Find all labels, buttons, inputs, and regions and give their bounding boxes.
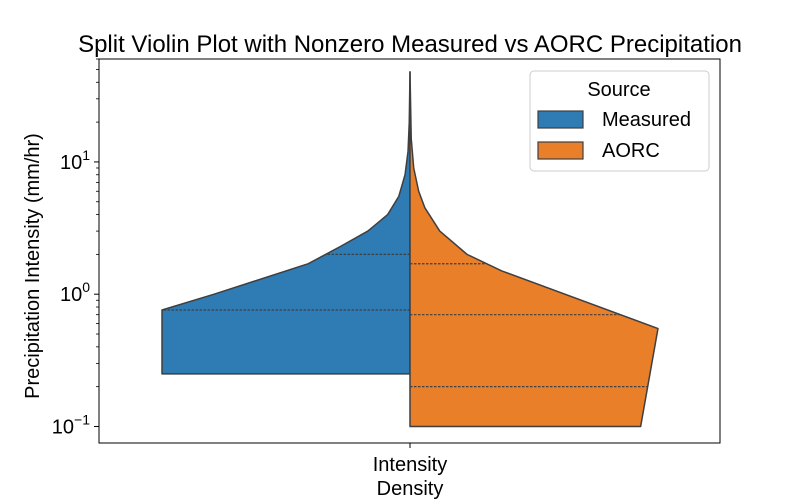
x-tick-label: Intensity (373, 454, 447, 476)
legend-title: Source (587, 79, 650, 101)
x-axis-label-text: Density (377, 478, 444, 500)
chart-title: Split Violin Plot with Nonzero Measured … (78, 31, 742, 58)
y-tick-label: 10−1 (52, 411, 90, 438)
y-tick-label: 100 (60, 279, 90, 306)
legend-swatch-measured (537, 110, 584, 129)
legend: Source Measured AORC (529, 70, 710, 172)
y-tick-label: 101 (60, 147, 90, 174)
legend-label-aorc: AORC (602, 140, 660, 162)
plot-area (161, 71, 659, 428)
violin-half-measured (161, 71, 411, 375)
x-axis-label: Density (377, 478, 444, 500)
legend-swatch-aorc (537, 141, 584, 160)
y-axis-ticks: 10−1 100 101 (52, 58, 99, 438)
x-axis-ticks: Intensity (373, 443, 447, 476)
y-axis-label: Precipitation Intensity (mm/hr) (22, 133, 44, 399)
legend-label-measured: Measured (602, 109, 691, 131)
violin-half-aorc (409, 71, 659, 428)
